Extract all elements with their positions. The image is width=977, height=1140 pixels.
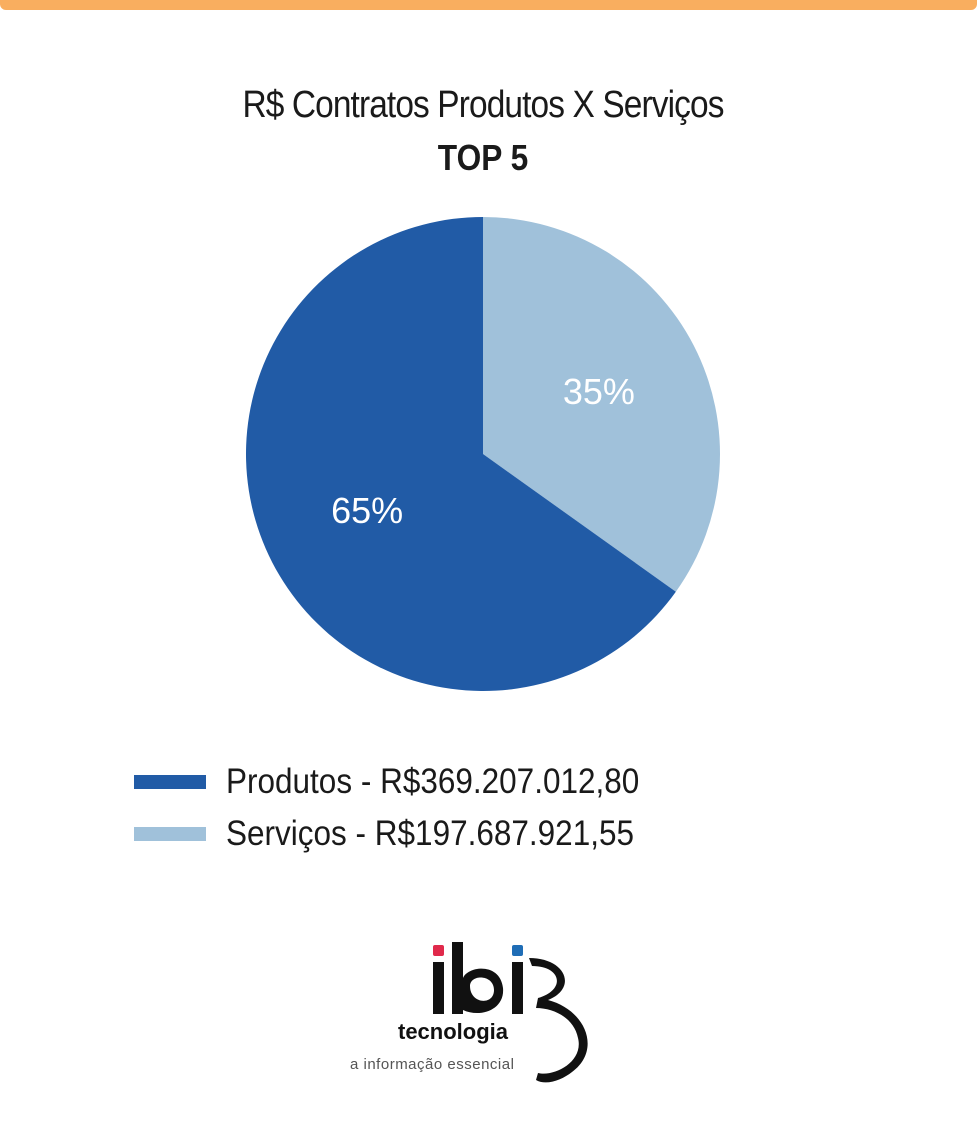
pie-slice-servicos (483, 217, 721, 592)
slice-label-servicos: 35% (563, 371, 635, 412)
legend-swatch-produtos (134, 775, 206, 789)
legend-label-servicos: Serviços - R$197.687.921,55 (226, 814, 635, 853)
logo-lettering (433, 942, 588, 1083)
slice-label-produtos: 65% (331, 490, 403, 531)
legend-label-produtos: Produtos - R$369.207.012,80 (226, 762, 640, 801)
chart-legend: Produtos - R$369.207.012,80 Serviços - R… (134, 756, 685, 860)
legend-item-servicos: Serviços - R$197.687.921,55 (134, 808, 685, 860)
top-accent-bar (0, 0, 977, 10)
legend-swatch-servicos (134, 827, 206, 841)
ibi-logo: tecnologia a informação essencial (350, 942, 588, 1083)
logo-tagline-1: tecnologia (398, 1019, 509, 1044)
chart-title: R$ Contratos Produtos X Serviços (242, 84, 724, 126)
logo-dot-red (433, 945, 444, 956)
logo-dot-blue (512, 945, 523, 956)
legend-item-produtos: Produtos - R$369.207.012,80 (134, 756, 685, 808)
chart-subtitle: TOP 5 (437, 137, 529, 178)
logo-tagline-2: a informação essencial (350, 1056, 514, 1073)
pie-slice-produtos (246, 217, 676, 691)
